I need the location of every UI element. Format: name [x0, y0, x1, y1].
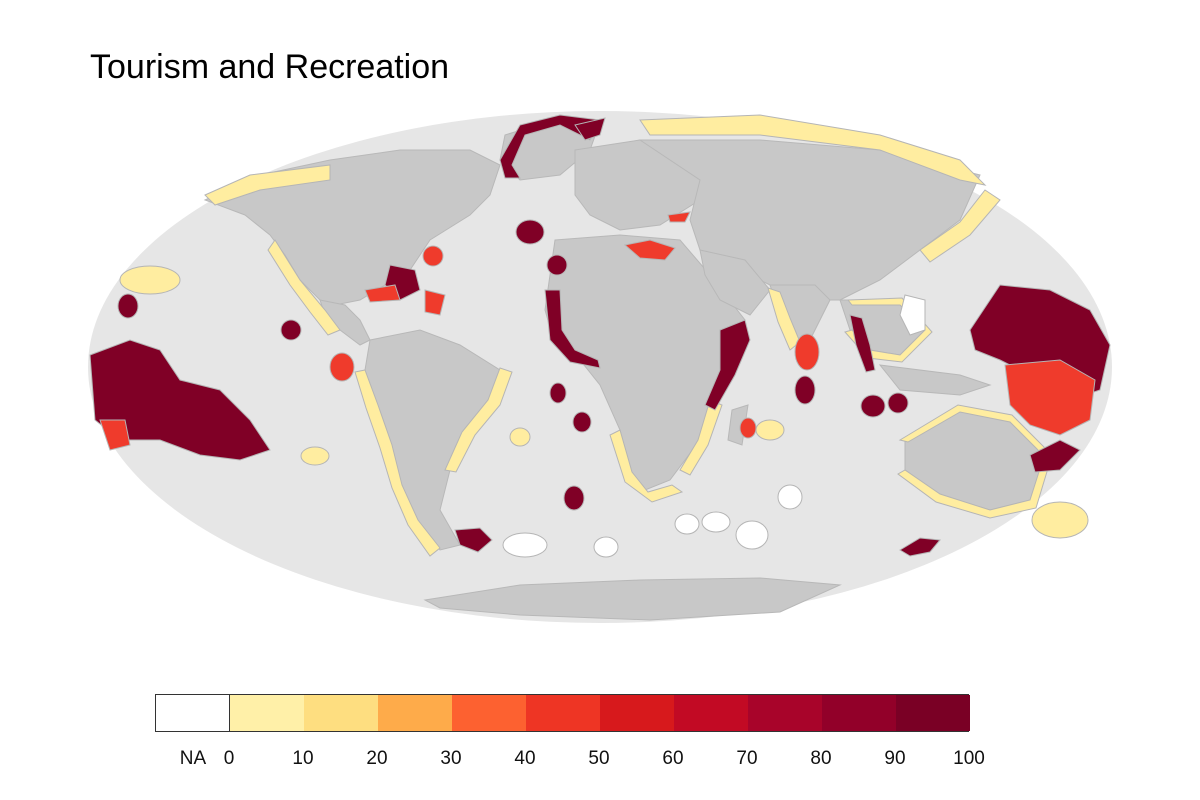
legend-tick-label: 80 — [810, 748, 832, 769]
falklands-zone — [454, 527, 493, 553]
south-atlantic-island-zone — [509, 427, 531, 447]
legend-tick-label: 0 — [223, 748, 235, 769]
legend-tick-label: 50 — [588, 748, 610, 769]
central-pacific-zone — [280, 319, 302, 341]
legend-bin-80-90 — [822, 695, 896, 731]
bouvet-zone — [593, 536, 619, 558]
americas-pacific-coast-zone — [267, 239, 341, 336]
legend-bin-30-40 — [452, 695, 526, 731]
world-map — [88, 111, 1112, 623]
brazil-coast-zone — [444, 367, 513, 473]
legend-tick-label: 70 — [736, 748, 758, 769]
greenland-coast-zone — [499, 114, 601, 179]
indonesia-east-zone — [1004, 359, 1096, 436]
africa-south-coast-zone — [609, 429, 684, 503]
canary-zone — [515, 219, 545, 245]
legend-tick-label: 40 — [514, 748, 536, 769]
tristan-zone — [563, 485, 585, 511]
legend-bin-0-10 — [230, 695, 304, 731]
land-masses — [203, 117, 1046, 621]
legend-labels: NA 0 10 20 30 40 50 60 70 80 90 100 — [0, 748, 1200, 778]
cocos-zone — [887, 392, 909, 414]
legend-tick-label: 20 — [366, 748, 388, 769]
fiji-zone — [1029, 439, 1081, 473]
chagos-zone — [860, 394, 886, 418]
legend-na-swatch — [156, 695, 230, 731]
red-sea-zone — [704, 319, 751, 411]
legend-color-bar — [155, 694, 970, 732]
russia-arctic-zone — [639, 114, 987, 186]
south-pacific-zone — [300, 446, 330, 466]
new-zealand-zone — [1031, 501, 1089, 539]
west-africa-coast-zone — [544, 289, 601, 369]
lesser-antilles-zone — [424, 289, 446, 316]
antarctica — [423, 577, 842, 621]
map-title: Tourism and Recreation — [90, 48, 450, 86]
australia-coast-zone — [897, 404, 1053, 519]
legend-tick-label: 100 — [953, 748, 985, 769]
south-georgia-zone — [502, 532, 548, 558]
arctic-coast-zone — [204, 164, 331, 206]
east-africa-coast-zone — [679, 399, 723, 476]
prince-edward-zone — [674, 513, 700, 535]
bermuda-zone — [422, 245, 444, 267]
kerguelen-zone — [735, 520, 769, 550]
south-china-sea-zone — [899, 294, 926, 336]
hawaii-west-zone — [117, 293, 139, 319]
tasmania-zone — [899, 537, 941, 557]
legend-bin-70-80 — [748, 695, 822, 731]
heard-zone — [777, 484, 803, 510]
legend-bin-60-70 — [674, 695, 748, 731]
mauritius-zone — [739, 417, 757, 439]
east-asia-coast-zone — [919, 189, 1001, 263]
legend-na-label: NA — [179, 748, 207, 769]
black-sea-zone — [667, 211, 691, 223]
maldives-zone — [794, 375, 816, 405]
south-america-coast-zone — [354, 369, 441, 557]
norway-coast-zone — [574, 117, 606, 141]
caribbean-east-zone — [364, 284, 401, 303]
crozet-zone — [701, 511, 731, 533]
indonesia — [878, 364, 992, 396]
legend-tick-label: 10 — [292, 748, 314, 769]
hawaii-zone — [119, 265, 181, 295]
legend-bin-90-100 — [896, 695, 970, 731]
seychelles-zone — [794, 333, 820, 371]
galapagos-zone — [329, 352, 355, 382]
legend-bin-50-60 — [600, 695, 674, 731]
st-helena-zone — [572, 411, 592, 433]
legend-tick-label: 90 — [884, 748, 906, 769]
cape-verde-zone — [546, 254, 568, 276]
arabia — [699, 249, 771, 316]
mediterranean-zone — [623, 239, 676, 261]
legend-bin-20-30 — [378, 695, 452, 731]
atlantic-island-zone — [549, 382, 567, 404]
score-regions — [89, 114, 1111, 558]
mascarene-zone — [755, 419, 785, 441]
legend-bin-40-50 — [526, 695, 600, 731]
legend-tick-label: 60 — [662, 748, 684, 769]
legend-bin-10-20 — [304, 695, 378, 731]
andaman-zone — [849, 314, 876, 373]
legend-tick-label: 30 — [440, 748, 462, 769]
hawaii-east-zone — [99, 419, 131, 451]
